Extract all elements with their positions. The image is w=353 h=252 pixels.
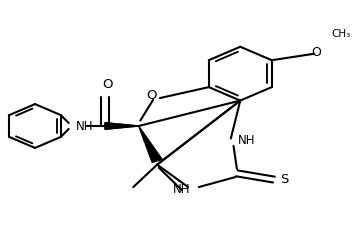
Text: O: O bbox=[146, 89, 156, 102]
Text: CH₃: CH₃ bbox=[331, 29, 351, 39]
Polygon shape bbox=[139, 126, 162, 162]
Text: O: O bbox=[102, 78, 112, 91]
Text: NH: NH bbox=[173, 183, 191, 196]
Text: NH: NH bbox=[76, 119, 94, 133]
Text: O: O bbox=[311, 46, 321, 59]
Polygon shape bbox=[105, 123, 139, 129]
Text: S: S bbox=[280, 173, 288, 186]
Polygon shape bbox=[105, 123, 139, 129]
Text: NH: NH bbox=[238, 135, 256, 147]
